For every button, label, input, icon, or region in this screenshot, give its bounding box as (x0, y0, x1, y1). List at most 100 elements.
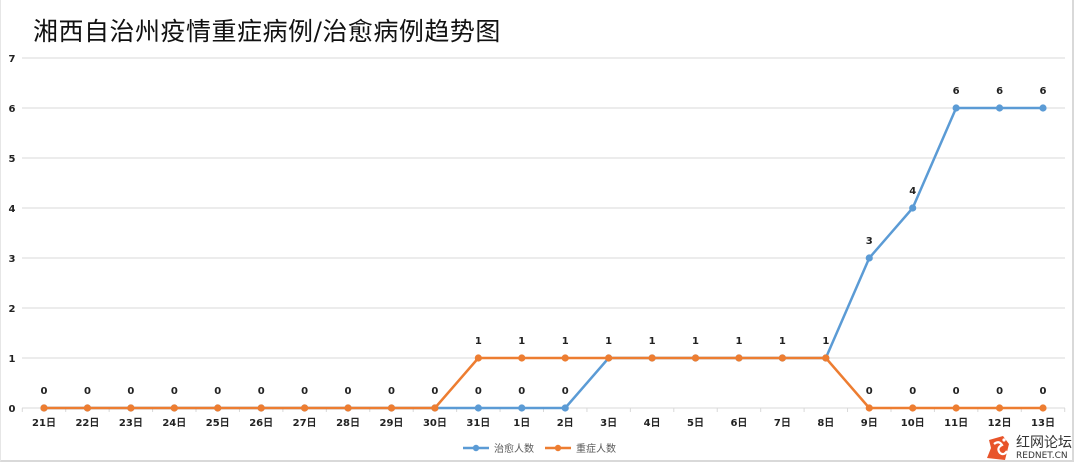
data-point (1039, 404, 1047, 412)
x-tick-label: 25日 (206, 417, 230, 429)
data-point (865, 404, 873, 412)
data-point (952, 404, 960, 412)
data-label: 1 (518, 336, 525, 347)
y-tick-label: 2 (9, 304, 16, 315)
x-tick-label: 6日 (730, 417, 747, 429)
y-tick-label: 0 (9, 404, 16, 415)
data-label: 0 (909, 386, 916, 397)
data-label: 0 (388, 386, 395, 397)
y-tick-label: 6 (9, 104, 16, 115)
legend: 治愈人数 重症人数 (463, 442, 616, 455)
data-label: 0 (866, 386, 873, 397)
x-tick-label: 4日 (644, 417, 661, 429)
x-tick-label: 30日 (423, 417, 447, 429)
data-label: 0 (431, 386, 438, 397)
data-label: 0 (562, 386, 569, 397)
x-tick-label: 26日 (249, 417, 273, 429)
data-point (474, 404, 482, 412)
y-axis: 0 1 2 3 4 5 6 7 (9, 54, 16, 415)
data-label: 0 (258, 386, 265, 397)
data-label: 0 (41, 386, 48, 397)
data-point (257, 404, 265, 412)
data-point (127, 404, 135, 412)
y-tick-label: 5 (9, 154, 16, 165)
data-label: 6 (996, 86, 1003, 97)
data-point (648, 354, 656, 362)
data-label: 0 (301, 386, 308, 397)
data-point (474, 354, 482, 362)
rednet-watermark: 红网论坛 REDNET.CN (985, 432, 1077, 466)
x-tick-label: 27日 (293, 417, 317, 429)
x-tick-label: 5日 (687, 417, 704, 429)
data-point (778, 354, 786, 362)
data-label: 0 (345, 386, 352, 397)
data-label: 1 (822, 336, 829, 347)
x-tick-label: 12日 (988, 417, 1012, 429)
x-tick-label: 2日 (557, 417, 574, 429)
data-label: 0 (953, 386, 960, 397)
data-label: 1 (779, 336, 786, 347)
y-tick-label: 4 (9, 204, 16, 215)
data-label: 1 (649, 336, 656, 347)
data-point (40, 404, 48, 412)
data-label: 0 (475, 386, 482, 397)
data-point (301, 404, 309, 412)
watermark-cn: 红网论坛 (1016, 435, 1072, 451)
x-tick-label: 22日 (75, 417, 99, 429)
data-point (995, 104, 1004, 112)
data-label: 0 (518, 386, 525, 397)
x-tick-label: 31日 (466, 417, 490, 429)
data-label: 0 (171, 386, 178, 397)
data-label: 0 (214, 386, 221, 397)
data-labels: 0 0 0 0 0 0 0 0 0 0 1 0 1 0 1 0 1 1 1 1 1 1 0 3 0 4 0 6 0 6 0 6 (41, 86, 1047, 397)
legend-label: 重症人数 (576, 442, 616, 455)
data-point (735, 354, 743, 362)
data-label: 1 (562, 336, 569, 347)
x-tick-label: 7日 (774, 417, 791, 429)
data-point (952, 104, 960, 112)
gridlines (22, 57, 1065, 409)
x-axis: 21日 22日 23日 24日 25日 26日 27日 28日 29日 30日 31日 1日 2日 3日 4… (21, 408, 1066, 429)
data-label: 1 (605, 336, 612, 347)
data-point (431, 404, 439, 412)
data-point (344, 404, 352, 412)
watermark-en: REDNET.CN (1016, 451, 1068, 461)
x-tick-label: 1日 (513, 417, 530, 429)
y-tick-label: 3 (9, 254, 16, 265)
x-tick-label: 28日 (336, 417, 360, 429)
x-tick-label: 29日 (380, 417, 404, 429)
rednet-logo-icon (987, 436, 1009, 460)
series-lines (40, 104, 1047, 412)
data-label: 6 (953, 86, 960, 97)
data-label: 1 (692, 336, 699, 347)
data-point (691, 354, 700, 362)
data-point (909, 404, 917, 412)
x-tick-label: 9日 (861, 417, 878, 429)
x-tick-label: 21日 (32, 417, 56, 429)
data-point (518, 354, 526, 362)
series-line (44, 356, 1043, 410)
x-tick-label: 24日 (162, 417, 186, 429)
data-label: 4 (909, 186, 916, 197)
data-label: 0 (1040, 386, 1047, 397)
data-point (995, 404, 1004, 412)
data-point (1039, 104, 1047, 112)
data-label: 6 (1040, 86, 1047, 97)
x-tick-label: 11日 (944, 417, 968, 429)
data-point (822, 354, 830, 362)
data-label: 3 (866, 236, 873, 247)
y-tick-label: 7 (9, 54, 16, 65)
data-point (605, 354, 613, 362)
x-tick-label: 23日 (119, 417, 143, 429)
data-point (214, 404, 222, 412)
legend-label: 治愈人数 (494, 442, 534, 455)
data-point (561, 404, 569, 412)
data-point (83, 404, 92, 412)
data-point (387, 404, 396, 412)
data-point (170, 404, 178, 412)
data-point (909, 204, 917, 212)
x-tick-label: 13日 (1031, 417, 1055, 429)
data-label: 0 (996, 386, 1003, 397)
